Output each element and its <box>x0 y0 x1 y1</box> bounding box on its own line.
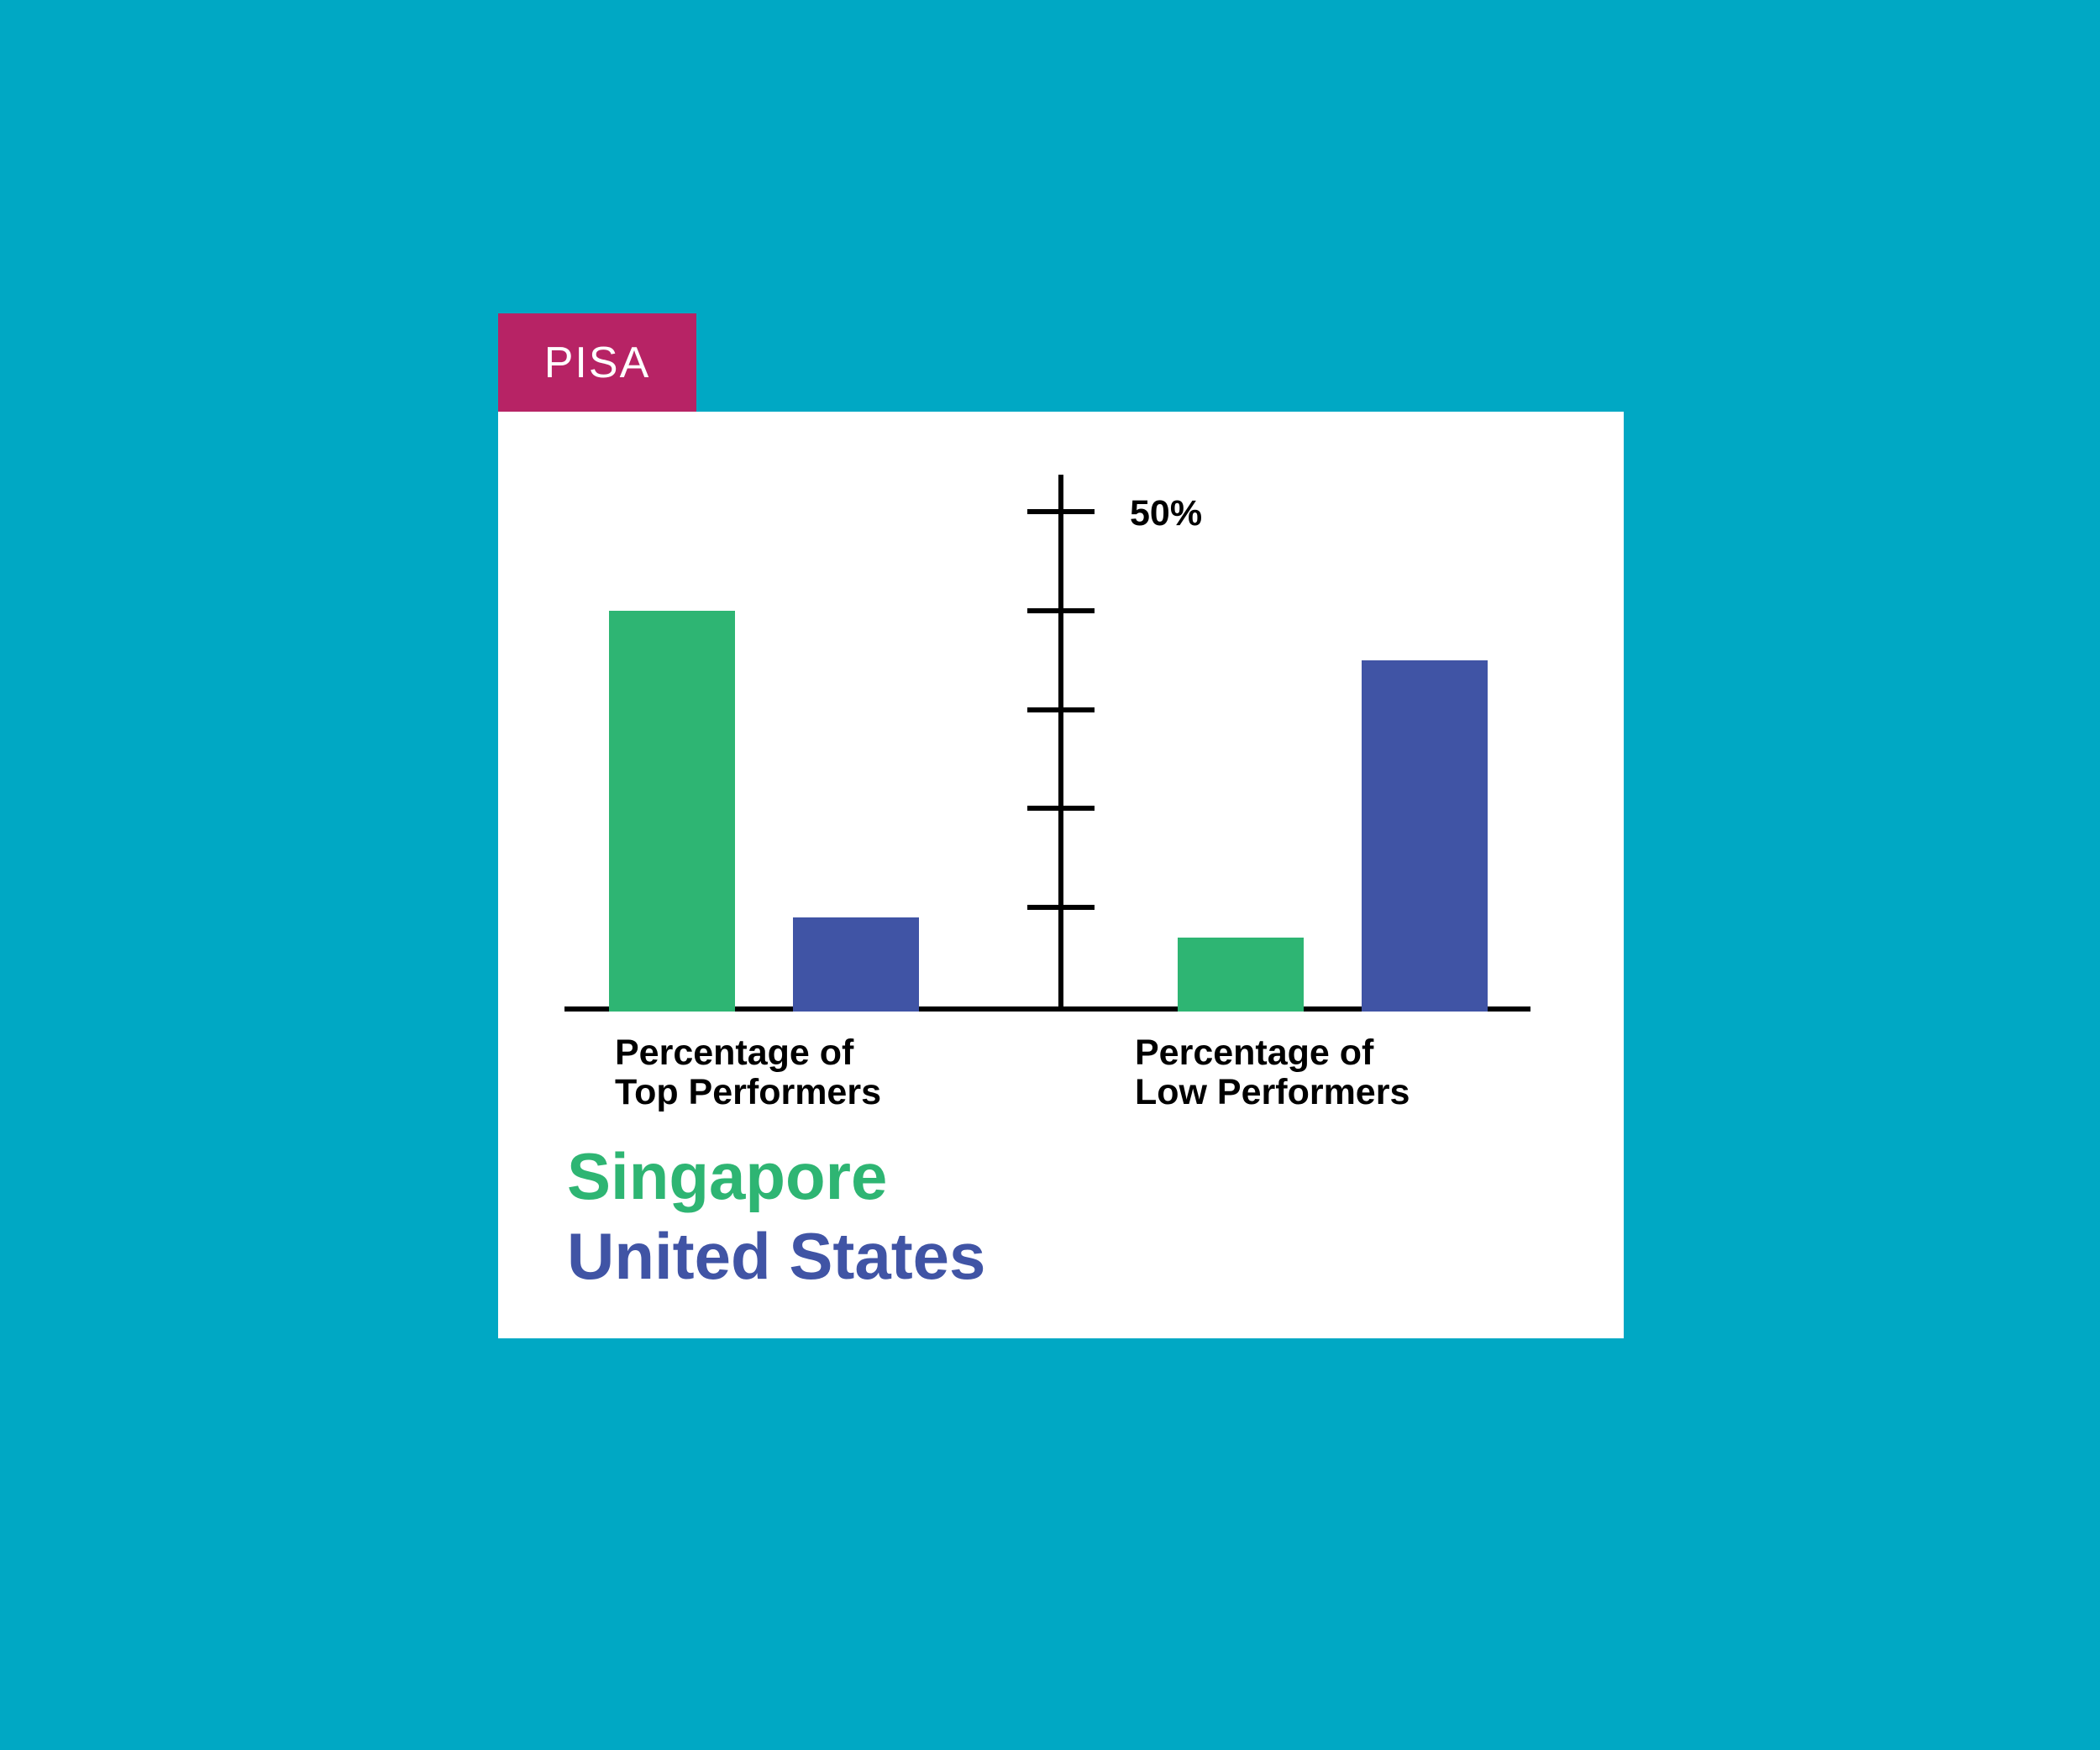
y-axis-top-tick-label: 50% <box>1130 493 1203 533</box>
y-axis-tick-40 <box>1027 607 1095 613</box>
category-label-line: Percentage of <box>615 1033 854 1073</box>
bar-singapore-top-performers <box>609 610 735 1012</box>
legend: Singapore United States <box>567 1137 985 1296</box>
y-axis-tick-50 <box>1027 509 1095 514</box>
bar-united-states-low-performers <box>1362 660 1488 1012</box>
category-label-line: Percentage of <box>1135 1033 1374 1073</box>
y-axis-tick-10 <box>1027 905 1095 911</box>
category-label-top-performers: Percentage of Top Performers <box>615 1033 881 1112</box>
category-label-low-performers: Percentage of Low Performers <box>1135 1033 1410 1112</box>
bar-singapore-low-performers <box>1178 937 1304 1012</box>
y-axis-tick-20 <box>1027 806 1095 812</box>
y-axis-tick-30 <box>1027 707 1095 712</box>
category-label-line: Low Performers <box>1135 1072 1410 1112</box>
bar-united-states-top-performers <box>793 917 919 1012</box>
chart-card: 50% Percentage of Top Performers Percent… <box>498 412 1624 1338</box>
pisa-badge-label: PISA <box>543 338 651 387</box>
legend-entry-singapore: Singapore <box>567 1139 888 1213</box>
category-label-line: Top Performers <box>615 1072 881 1112</box>
legend-entry-united-states: United States <box>567 1219 986 1293</box>
pisa-badge: PISA <box>498 313 696 412</box>
x-axis-line <box>564 1006 1530 1012</box>
y-axis-line <box>1058 475 1063 1012</box>
